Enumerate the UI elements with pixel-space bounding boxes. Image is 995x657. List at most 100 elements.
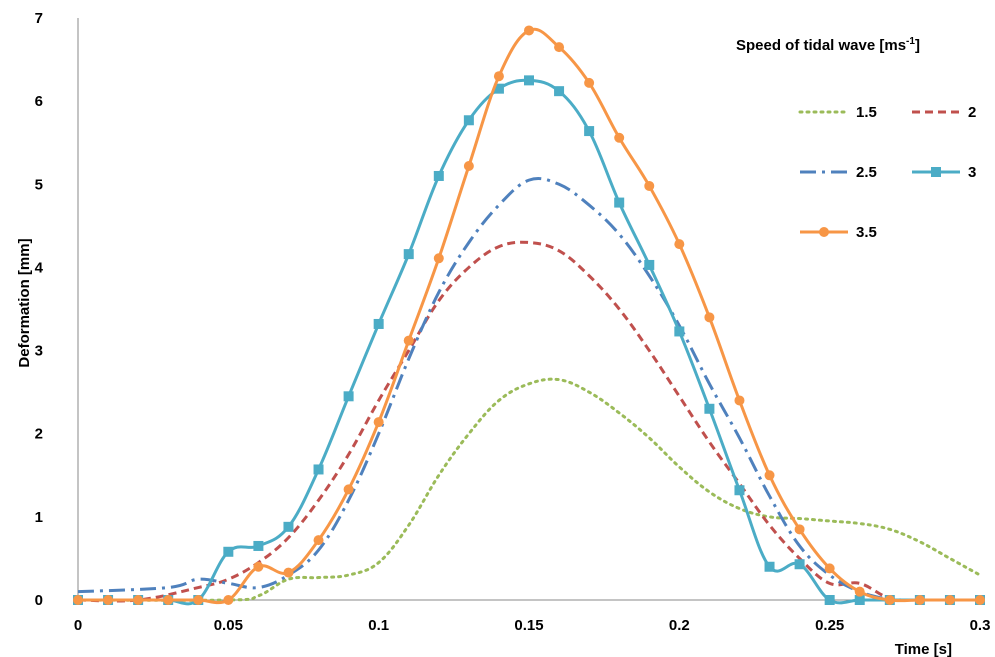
- y-tick-label: 6: [35, 93, 43, 110]
- legend-label: 2.5: [856, 164, 877, 181]
- data-point-marker: [283, 567, 294, 578]
- data-point-marker: [524, 75, 534, 86]
- data-point-marker: [403, 335, 414, 346]
- x-tick-label: 0.25: [815, 617, 844, 634]
- data-point-marker: [253, 540, 264, 551]
- data-point-marker: [824, 563, 835, 574]
- data-point-marker: [764, 561, 775, 572]
- x-tick-label: 0.1: [368, 617, 389, 634]
- data-point-marker: [644, 180, 655, 191]
- legend-title-end: ]: [915, 37, 920, 54]
- data-point-marker: [854, 595, 865, 605]
- data-point-marker: [313, 464, 324, 475]
- data-point-marker: [674, 326, 685, 337]
- data-point-marker: [343, 484, 354, 495]
- x-axis-title: Time [s]: [895, 641, 952, 657]
- legend-title-main: Speed of tidal wave [ms: [736, 37, 906, 54]
- data-point-marker: [283, 521, 294, 532]
- data-point-marker: [975, 595, 985, 605]
- data-point-marker: [734, 395, 745, 406]
- legend-marker: [931, 167, 941, 177]
- data-point-marker: [644, 259, 655, 270]
- x-tick-label: 0: [74, 617, 82, 634]
- data-point-marker: [313, 535, 324, 546]
- legend-item-2: 2: [912, 104, 976, 121]
- series-line: [77, 27, 980, 605]
- data-point-marker: [554, 42, 565, 53]
- data-point-marker: [103, 595, 114, 605]
- legend-item-3-5: 3.5: [800, 224, 877, 241]
- y-tick-label: 1: [35, 509, 43, 526]
- series-3-5: [73, 25, 985, 605]
- data-point-marker: [73, 595, 83, 605]
- x-tick-label: 0.3: [970, 617, 991, 634]
- data-point-marker: [554, 86, 565, 97]
- x-tick-label: 0.15: [514, 617, 543, 634]
- y-tick-label: 4: [35, 259, 44, 276]
- y-tick-label: 2: [35, 426, 43, 443]
- data-point-marker: [433, 253, 444, 264]
- data-point-marker: [493, 83, 504, 94]
- data-point-marker: [584, 77, 595, 88]
- legend-item-3: 3: [912, 164, 976, 181]
- y-tick-labels: 0 1 2 3 4 5 6 7: [35, 10, 44, 609]
- data-point-marker: [794, 524, 805, 535]
- series-2-5: [77, 177, 891, 602]
- data-point-marker: [223, 546, 234, 557]
- data-point-marker: [734, 485, 745, 496]
- data-point-marker: [854, 586, 865, 597]
- data-point-marker: [253, 561, 264, 572]
- legend: Speed of tidal wave [ms-1] 1.5 2 2.5 3 3.5: [736, 36, 976, 241]
- data-point-marker: [914, 595, 925, 605]
- data-point-marker: [524, 25, 534, 36]
- data-point-marker: [704, 403, 715, 414]
- x-tick-label: 0.2: [669, 617, 690, 634]
- series-layer: [73, 25, 985, 606]
- legend-label: 2: [968, 104, 976, 121]
- x-tick-labels: 0 0.05 0.1 0.15 0.2 0.25 0.3: [74, 617, 991, 634]
- data-point-marker: [463, 160, 474, 171]
- y-tick-label: 0: [35, 592, 43, 609]
- legend-item-2-5: 2.5: [800, 164, 877, 181]
- series-3: [73, 75, 985, 606]
- data-point-marker: [794, 559, 805, 570]
- data-point-marker: [133, 595, 144, 605]
- data-point-marker: [704, 312, 715, 323]
- legend-title-superscript: -1: [906, 36, 915, 47]
- data-point-marker: [193, 595, 204, 605]
- data-point-marker: [433, 170, 444, 181]
- data-point-marker: [584, 126, 595, 137]
- legend-label: 3.5: [856, 224, 877, 241]
- data-point-marker: [373, 417, 384, 428]
- y-axis-title: Deformation [mm]: [16, 238, 33, 367]
- data-point-marker: [403, 249, 414, 260]
- y-tick-label: 5: [35, 176, 43, 193]
- x-tick-label: 0.05: [214, 617, 243, 634]
- y-tick-label: 7: [35, 10, 43, 27]
- y-tick-label: 3: [35, 343, 43, 360]
- series-line: [77, 177, 891, 602]
- series-2: [77, 240, 920, 603]
- data-point-marker: [614, 132, 625, 143]
- data-point-marker: [884, 595, 895, 605]
- data-point-marker: [223, 595, 234, 605]
- data-point-marker: [163, 595, 174, 605]
- legend-title: Speed of tidal wave [ms-1]: [736, 36, 920, 54]
- data-point-marker: [764, 470, 775, 481]
- legend-label: 3: [968, 164, 976, 181]
- data-point-marker: [944, 595, 955, 605]
- data-point-marker: [493, 71, 504, 82]
- series-line: [77, 240, 920, 603]
- data-point-marker: [373, 318, 384, 329]
- series-line: [77, 78, 980, 606]
- legend-marker: [819, 227, 829, 237]
- legend-items: 1.5 2 2.5 3 3.5: [798, 104, 976, 241]
- data-point-marker: [343, 391, 354, 402]
- data-point-marker: [674, 239, 685, 250]
- series-line: [76, 377, 982, 602]
- data-point-marker: [614, 197, 625, 208]
- data-point-marker: [824, 595, 835, 605]
- axes: [77, 18, 980, 601]
- legend-item-1-5: 1.5: [798, 104, 877, 121]
